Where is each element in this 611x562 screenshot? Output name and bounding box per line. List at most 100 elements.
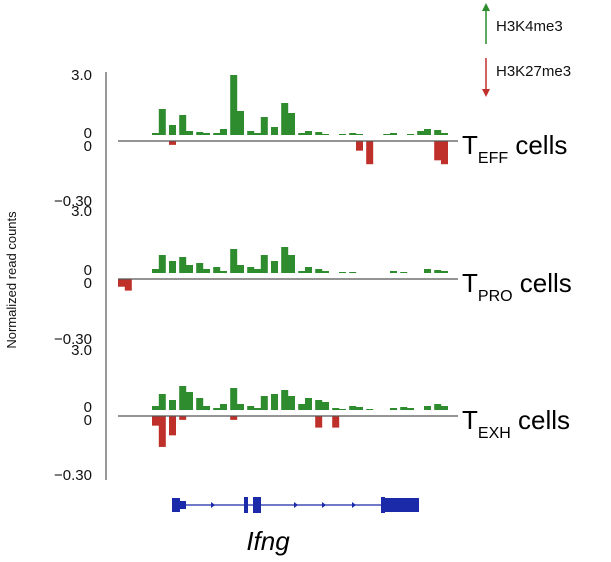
bar-h3k4me3-tpro [271,261,278,273]
bar-h3k4me3-tpro [213,267,221,273]
bar-h3k4me3-teff [213,133,221,135]
bar-h3k4me3-teff [220,129,227,135]
series-h3k27me3-teff [169,141,448,165]
bar-h3k4me3-tpro [315,269,323,273]
series-h3k27me3-tpro [118,279,132,291]
bar-h3k4me3-tpro [220,271,227,273]
bar-h3k4me3-tpro [196,263,204,273]
bar-h3k4me3-texh [339,409,346,410]
bar-h3k27me3-texh [332,416,340,428]
tick-bottom-zero: 0 [84,275,92,292]
strand-arrow-icon [294,502,298,508]
bar-h3k4me3-teff [254,133,261,135]
bar-h3k4me3-teff [237,111,244,135]
legend-label-h3k27me3: H3K27me3 [496,63,571,80]
bar-h3k4me3-tpro [434,270,442,273]
bar-h3k27me3-teff [169,141,176,145]
legend-label-h3k4me3: H3K4me3 [496,18,563,35]
bar-h3k27me3-teff [441,141,448,165]
cell-label-texh: TEXH cells [462,405,570,442]
tick-bottom-zero: 0 [84,412,92,429]
bar-h3k4me3-teff [271,127,278,135]
bar-h3k4me3-texh [349,406,357,410]
cell-label-teff: TEFF cells [462,130,567,167]
bar-h3k4me3-teff [434,130,442,135]
bar-h3k4me3-texh [356,407,363,410]
bar-h3k4me3-teff [288,113,295,135]
gene-exon-3 [253,497,261,513]
tick-top-max: 3.0 [71,203,92,220]
bar-h3k4me3-texh [152,406,159,410]
bar-h3k4me3-teff [356,134,363,135]
bar-h3k4me3-tpro [424,269,431,273]
panel-tpro: 3.0 0 0 −0.30 TPRO cells [54,203,572,348]
bar-h3k4me3-tpro [254,269,261,273]
bar-h3k4me3-tpro [288,255,295,273]
bar-h3k4me3-texh [390,408,397,410]
tick-top-max: 3.0 [71,342,92,359]
strand-arrow-icon [352,502,356,508]
strand-arrow-icon [211,502,215,508]
tick-bottom-zero: 0 [84,138,92,155]
bar-h3k4me3-texh [298,404,306,410]
bar-h3k27me3-teff [366,141,374,165]
gene-exon-5 [385,498,419,512]
bar-h3k4me3-texh [158,394,166,410]
panel-texh: 3.0 0 0 −0.30 TEXH cells [54,342,570,484]
gene-utr-1 [180,501,186,509]
bar-h3k4me3-tpro [390,271,397,273]
bar-h3k4me3-teff [339,134,346,135]
bar-h3k4me3-texh [230,388,238,410]
bar-h3k4me3-texh [196,398,204,410]
tick-bottom-min: −0.30 [54,467,92,484]
bar-h3k4me3-texh [366,409,374,410]
tick-top-zero: 0 [84,399,92,416]
bar-h3k27me3-teff [434,141,442,161]
bar-h3k4me3-texh [220,404,227,410]
tick-top-zero: 0 [84,125,92,142]
tick-top-zero: 0 [84,262,92,279]
series-h3k4me3-teff [152,75,448,135]
bar-h3k4me3-teff [315,132,323,135]
bar-h3k4me3-tpro [179,257,187,273]
bar-h3k4me3-texh [179,386,187,410]
bar-h3k4me3-tpro [230,249,238,273]
bar-h3k27me3-texh [230,416,238,420]
bar-h3k4me3-teff [424,129,431,135]
bar-h3k4me3-tpro [322,271,329,273]
bar-h3k4me3-teff [186,131,193,135]
gene-exon-1 [172,498,180,512]
bar-h3k4me3-teff [169,125,176,135]
bar-h3k27me3-tpro [124,279,132,291]
bar-h3k4me3-teff [196,132,204,135]
up-arrow-head-icon [482,3,490,11]
bar-h3k4me3-texh [288,396,295,410]
gene-model: Ifng [172,497,419,556]
bar-h3k4me3-teff [383,134,391,135]
strand-arrow-icon [322,502,326,508]
bar-h3k4me3-texh [424,406,431,410]
bar-h3k4me3-teff [441,133,448,135]
bar-h3k4me3-texh [169,400,176,410]
panel-teff: 3.0 0 0 −0.30 TEFF cells [54,67,567,210]
bar-h3k4me3-texh [407,408,414,410]
bar-h3k4me3-teff [390,133,397,135]
bar-h3k4me3-texh [441,406,448,410]
legend-entry-h3k27me3: H3K27me3 [482,58,571,97]
series-h3k4me3-texh [152,386,448,410]
gene-exon-4 [381,497,385,513]
series-h3k4me3-tpro [152,247,448,273]
cell-label-tpro: TPRO cells [462,268,572,305]
bar-h3k4me3-texh [260,396,268,410]
bar-h3k27me3-teff [356,141,363,151]
bar-h3k4me3-tpro [349,272,357,273]
bar-h3k4me3-tpro [305,267,312,273]
bar-h3k4me3-tpro [247,267,255,273]
bar-h3k4me3-texh [186,392,193,410]
bar-h3k4me3-texh [332,408,340,410]
gene-exon-2 [244,497,248,513]
bar-h3k4me3-tpro [260,255,268,273]
bar-h3k4me3-tpro [400,272,408,273]
bar-h3k4me3-teff [179,115,187,135]
